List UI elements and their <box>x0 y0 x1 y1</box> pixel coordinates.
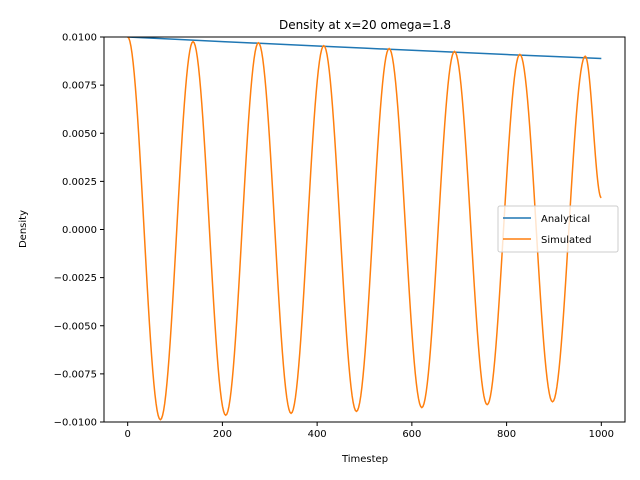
x-tick-label: 800 <box>497 429 516 440</box>
y-tick-label: 0.0075 <box>62 81 97 92</box>
y-tick-label: 0.0000 <box>62 225 97 236</box>
y-axis-label: Density <box>18 210 29 248</box>
x-tick-label: 400 <box>308 429 327 440</box>
y-tick-label: −0.0050 <box>54 321 97 332</box>
x-axis-label: Timestep <box>341 454 388 465</box>
x-tick-label: 600 <box>402 429 421 440</box>
legend-label-analytical: Analytical <box>541 214 590 225</box>
x-tick-label: 0 <box>124 429 130 440</box>
y-tick-label: 0.0050 <box>62 129 97 140</box>
y-tick-label: −0.0100 <box>54 418 97 429</box>
x-axis: 0 200 400 600 800 1000 <box>124 422 614 440</box>
legend: Analytical Simulated <box>497 205 619 253</box>
y-tick-label: 0.0100 <box>62 33 97 44</box>
y-axis: −0.0100 −0.0075 −0.0050 −0.0025 0.0000 0.0025… <box>54 33 104 429</box>
y-tick-label: 0.0025 <box>62 177 97 188</box>
y-tick-label: −0.0025 <box>54 273 97 284</box>
series-line-analytical <box>127 37 602 60</box>
x-tick-label: 200 <box>213 429 232 440</box>
legend-label-simulated: Simulated <box>541 235 592 246</box>
y-tick-label: −0.0075 <box>54 369 97 380</box>
x-tick-label: 1000 <box>589 429 614 440</box>
chart-title: Density at x=20 omega=1.8 <box>279 18 451 32</box>
